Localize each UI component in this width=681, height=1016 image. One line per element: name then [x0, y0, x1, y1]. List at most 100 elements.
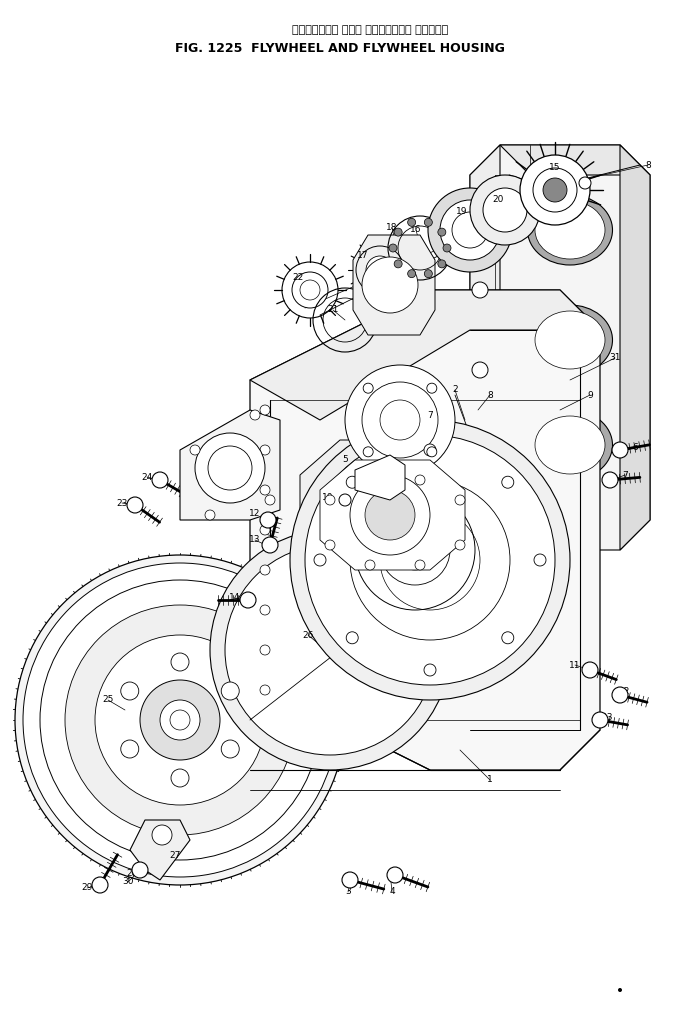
- Circle shape: [290, 420, 570, 700]
- Circle shape: [171, 769, 189, 787]
- Circle shape: [260, 512, 276, 528]
- Circle shape: [438, 229, 446, 236]
- Circle shape: [363, 383, 373, 393]
- Text: 6: 6: [632, 443, 638, 451]
- Circle shape: [408, 218, 415, 227]
- Circle shape: [394, 229, 402, 236]
- Circle shape: [23, 563, 337, 877]
- Circle shape: [389, 244, 397, 252]
- Circle shape: [95, 635, 265, 805]
- Circle shape: [205, 510, 215, 520]
- Circle shape: [15, 555, 345, 885]
- Text: 19: 19: [456, 207, 468, 216]
- Circle shape: [65, 605, 295, 835]
- Text: 31: 31: [609, 354, 621, 363]
- Polygon shape: [353, 235, 435, 335]
- Text: 28: 28: [126, 869, 138, 878]
- Text: 8: 8: [487, 390, 493, 399]
- Circle shape: [415, 475, 425, 485]
- Circle shape: [470, 175, 540, 245]
- Circle shape: [121, 740, 139, 758]
- Circle shape: [190, 445, 200, 455]
- Circle shape: [240, 592, 256, 608]
- Circle shape: [443, 244, 451, 252]
- Circle shape: [314, 554, 326, 566]
- Circle shape: [502, 477, 513, 489]
- Text: 15: 15: [550, 164, 560, 173]
- Circle shape: [424, 269, 432, 277]
- Circle shape: [365, 475, 375, 485]
- Circle shape: [579, 177, 591, 189]
- Ellipse shape: [528, 410, 612, 480]
- Circle shape: [472, 502, 488, 518]
- Circle shape: [618, 988, 622, 992]
- Text: 13: 13: [249, 535, 261, 545]
- Circle shape: [582, 662, 598, 678]
- Circle shape: [428, 188, 512, 272]
- Text: 30: 30: [123, 878, 133, 887]
- Text: FIG. 1225  FLYWHEEL AND FLYWHEEL HOUSING: FIG. 1225 FLYWHEEL AND FLYWHEEL HOUSING: [175, 42, 505, 55]
- Circle shape: [140, 680, 220, 760]
- Polygon shape: [355, 455, 405, 500]
- Circle shape: [427, 383, 437, 393]
- Circle shape: [92, 877, 108, 893]
- Circle shape: [455, 495, 465, 505]
- Text: 27: 27: [170, 850, 180, 860]
- Text: 2: 2: [452, 385, 458, 394]
- Circle shape: [362, 257, 418, 313]
- Ellipse shape: [535, 311, 605, 369]
- Circle shape: [221, 682, 239, 700]
- Circle shape: [325, 495, 335, 505]
- Ellipse shape: [528, 195, 612, 265]
- Circle shape: [363, 447, 373, 457]
- Circle shape: [394, 260, 402, 268]
- Circle shape: [260, 445, 270, 455]
- Text: 23: 23: [116, 499, 128, 508]
- Circle shape: [346, 477, 358, 489]
- Circle shape: [260, 605, 270, 615]
- Circle shape: [260, 405, 270, 415]
- Circle shape: [592, 712, 608, 728]
- Circle shape: [339, 494, 351, 506]
- Text: フライホイール および フライホイール ハウジング: フライホイール および フライホイール ハウジング: [292, 25, 448, 35]
- Polygon shape: [620, 145, 650, 550]
- Text: 22: 22: [292, 273, 304, 282]
- Circle shape: [305, 435, 555, 685]
- Circle shape: [260, 645, 270, 655]
- Text: 12: 12: [249, 508, 261, 517]
- Text: 9: 9: [587, 390, 593, 399]
- Text: 17: 17: [358, 251, 368, 259]
- Text: 18: 18: [386, 224, 398, 233]
- Text: 26: 26: [302, 631, 314, 639]
- Circle shape: [612, 442, 628, 458]
- Circle shape: [292, 272, 328, 308]
- Circle shape: [408, 269, 415, 277]
- Circle shape: [612, 687, 628, 703]
- Circle shape: [380, 515, 450, 585]
- Circle shape: [265, 495, 275, 505]
- Circle shape: [424, 664, 436, 676]
- Circle shape: [121, 682, 139, 700]
- Circle shape: [325, 539, 335, 550]
- Polygon shape: [180, 410, 280, 520]
- Text: 5: 5: [342, 455, 348, 464]
- Circle shape: [342, 872, 358, 888]
- Ellipse shape: [535, 416, 605, 474]
- Circle shape: [534, 554, 546, 566]
- Circle shape: [260, 565, 270, 575]
- Text: 25: 25: [102, 696, 114, 704]
- Text: 8: 8: [645, 161, 651, 170]
- Circle shape: [171, 653, 189, 671]
- Circle shape: [455, 539, 465, 550]
- Circle shape: [415, 560, 425, 570]
- Text: 20: 20: [492, 195, 504, 204]
- Text: 4: 4: [389, 888, 395, 896]
- Text: 29: 29: [81, 884, 93, 892]
- Circle shape: [225, 545, 435, 755]
- Circle shape: [472, 282, 488, 298]
- Circle shape: [260, 525, 270, 535]
- Circle shape: [210, 530, 450, 770]
- Circle shape: [602, 472, 618, 488]
- Circle shape: [365, 560, 375, 570]
- Circle shape: [160, 700, 200, 740]
